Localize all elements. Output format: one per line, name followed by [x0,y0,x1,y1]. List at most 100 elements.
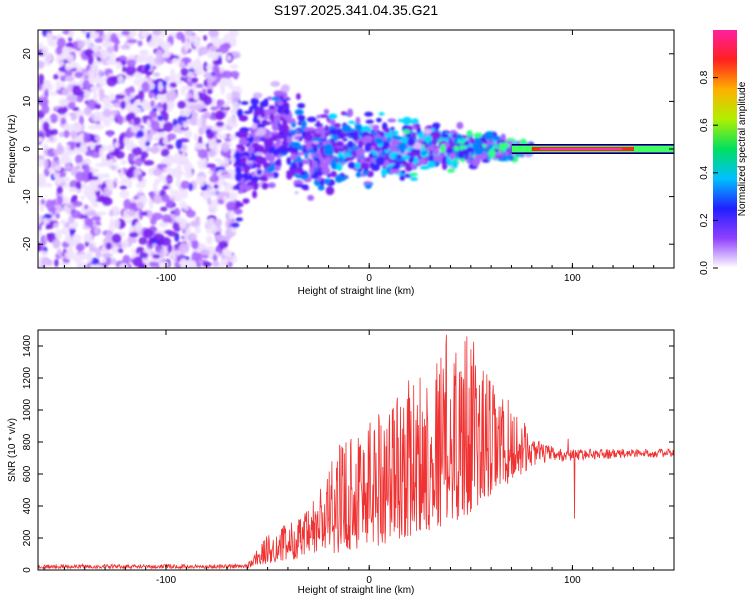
spectrogram-noise-blob [157,115,164,122]
spectrogram-noise-blob [182,144,187,151]
spectrogram-signal-blob [319,179,325,187]
spectrogram-noise-blob [95,220,101,226]
spectrogram-noise-blob [215,66,220,77]
spectrogram-noise-blob [151,212,163,221]
spectrogram-noise-blob [56,37,66,49]
spectrogram-noise-blob [231,38,237,47]
spectrogram-noise-blob [86,106,91,112]
spectrogram-noise-blob [140,77,150,84]
spectrogram-noise-blob [212,60,223,66]
spectrogram-signal-blob [453,145,460,152]
spectrogram-noise-blob [180,111,189,117]
snr-y-axis-label: SNR (10 * v/v) [7,418,18,482]
spectrogram-signal-blob [269,154,276,162]
spectrogram-noise-blob [184,41,190,52]
spectrogram-noise-blob [136,201,145,210]
spectrogram-signal-blob [417,158,427,165]
spectrogram-noise-blob [177,100,187,109]
spectrogram-signal-blob [316,114,321,119]
spectrogram-signal-blob [392,169,401,174]
spectrogram-signal-blob [407,138,416,146]
spectrogram-noise-blob [231,51,241,59]
spectrogram-noise-blob [136,54,145,64]
spectrogram-signal-blob [370,157,375,163]
spectrogram-noise-blob [38,159,46,168]
spectrogram-signal-blob [243,130,248,139]
spectrogram-noise-blob [88,76,96,84]
snr-y-tick-label: 600 [22,465,33,482]
spectrogram-noise-blob [175,179,181,188]
spectrogram-noise-blob [229,70,240,78]
spectrogram-signal-blob [333,134,339,141]
spectrogram-noise-blob [118,55,127,61]
spectrogram-y-tick-label: 10 [22,95,33,107]
spectrogram-noise-blob [190,77,199,83]
spectrogram-noise-blob [121,239,129,250]
spectrogram-noise-blob [77,40,86,49]
spectrogram-signal-blob [271,122,279,132]
spectrogram-noise-blob [135,181,146,189]
spectrogram-signal-blob [430,127,436,132]
spectrogram-signal-blob [381,152,386,158]
spectrogram-noise-blob [56,46,63,55]
spectrogram-noise-blob [180,67,189,77]
spectrogram-noise-blob [205,227,212,235]
spectrogram-signal-blob [296,166,304,174]
spectrogram-noise-blob [133,72,143,79]
spectrogram-signal-blob [364,143,373,151]
spectrogram-signal-blob [305,141,312,148]
spectrogram-noise-blob [160,206,168,212]
spectrogram-noise-blob [44,88,49,99]
spectrogram-noise-blob [196,117,202,128]
spectrogram-signal-blob [286,156,292,165]
snr-y-tick-label: 800 [22,433,33,450]
spectrogram-noise-blob [152,181,158,192]
spectrogram-noise-blob [184,30,194,37]
spectrogram-noise-blob [151,243,158,248]
chart-title: S197.2025.341.04.35.G21 [274,2,438,18]
spectrogram-noise-blob [82,79,91,91]
spectrogram-noise-blob [129,92,135,99]
spectrogram-noise-blob [208,204,217,209]
spectrogram-noise-blob [123,209,128,221]
spectrogram-noise-blob [199,249,210,256]
spectrogram-signal-blob [384,127,390,134]
spectrogram-signal-blob [423,128,432,135]
spectrogram-signal-blob [243,165,250,174]
spectrogram-noise-blob [179,200,187,209]
spectrogram-signal-blob [295,152,305,156]
spectrogram-noise-blob [61,88,70,96]
spectrogram-noise-blob [193,93,199,101]
spectrogram-noise-blob [70,115,77,121]
spectrogram-noise-blob [93,91,98,102]
spectrogram-signal-blob [432,148,440,156]
spectrogram-signal-blob [336,162,343,171]
spectrogram-noise-blob [193,104,204,111]
spectrogram-noise-blob [38,136,44,143]
spectrogram-noise-blob [65,65,70,71]
spectrogram-noise-blob [197,30,206,33]
spectrogram-noise-blob [229,134,238,141]
spectrogram-signal-blob [335,141,344,147]
spectrogram-noise-blob [157,81,163,92]
spectrogram-noise-blob [93,111,103,123]
spectrogram-noise-blob [176,249,181,256]
spectrogram-noise-blob [68,215,75,224]
spectrogram-noise-blob [107,180,114,191]
spectrogram-signal-blob [273,116,281,123]
spectrogram-noise-blob [104,173,110,178]
spectrogram-noise-blob [186,227,192,235]
spectrogram-signal-blob [274,160,281,166]
spectrogram-noise-blob [180,262,190,268]
spectrogram-noise-blob [203,35,208,41]
spectrogram-noise-blob [207,248,215,258]
spectrogram-noise-blob [54,165,62,171]
spectrogram-noise-blob [58,158,68,165]
spectrogram-noise-blob [72,85,82,96]
spectrogram-noise-blob [93,264,105,268]
spectrogram-signal-blob [325,186,335,196]
spectrogram-signal-blob [375,156,385,166]
spectrogram-signal-blob [314,123,324,127]
spectrogram-signal-blob [239,183,247,190]
spectrogram-noise-blob [133,116,142,125]
